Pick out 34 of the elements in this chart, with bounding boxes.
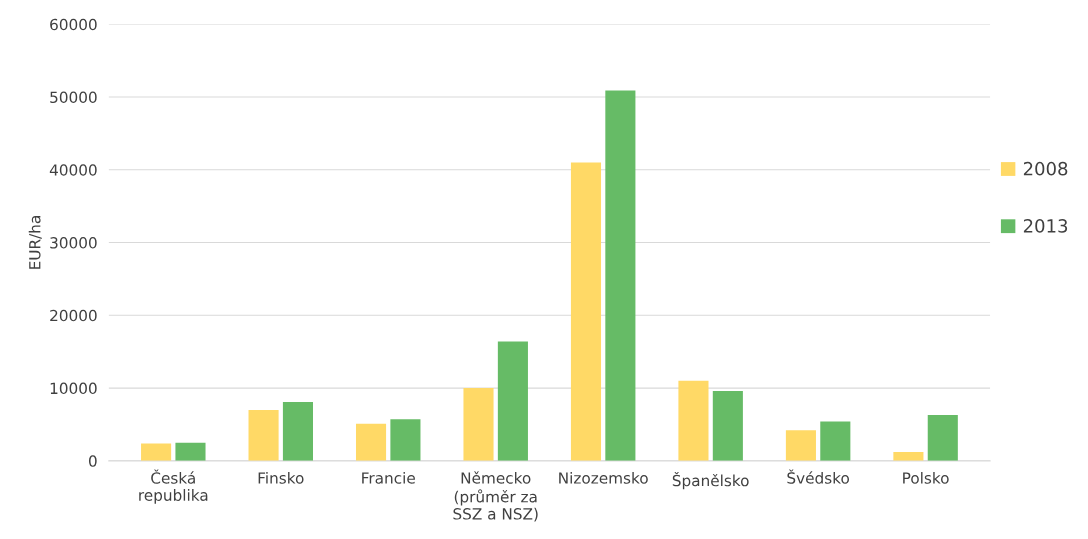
bar	[175, 442, 206, 461]
bar	[712, 390, 743, 461]
bar	[141, 443, 172, 461]
x-tick-label: Španělsko	[672, 471, 749, 490]
x-tick-label: Česká republika	[139, 469, 208, 504]
bar	[497, 341, 528, 461]
bar	[463, 388, 494, 461]
x-tick-label: Švédsko	[787, 469, 849, 484]
y-tick-label: 20000	[50, 309, 97, 322]
bar	[893, 452, 924, 461]
bar	[282, 401, 313, 461]
legend-label: 2013	[1023, 219, 1068, 233]
x-tick-label: Polsko	[903, 471, 949, 484]
x-tick-label: Finsko	[258, 471, 304, 484]
bar	[570, 162, 602, 461]
y-tick-label: 10000	[50, 382, 97, 395]
y-axis-title: EUR/ha	[28, 216, 42, 269]
bar	[355, 423, 387, 461]
y-tick-label: 0	[88, 455, 97, 467]
bar	[248, 409, 279, 461]
bar	[605, 90, 636, 461]
legend-label: 2008	[1023, 161, 1068, 176]
x-tick-label: Nizozemsko	[559, 471, 648, 484]
bar	[785, 430, 816, 461]
bar	[678, 380, 709, 461]
x-tick-label: Německo (průměr za SSZ a NSZ)	[453, 471, 538, 522]
bar	[927, 415, 958, 461]
y-tick-label: 30000	[50, 237, 97, 249]
y-tick-label: 50000	[50, 91, 97, 104]
bar	[820, 421, 851, 461]
y-tick-label: 40000	[49, 164, 97, 176]
bar	[390, 419, 421, 461]
y-tick-label: 60000	[50, 18, 97, 31]
x-tick-label: Francie	[362, 471, 415, 484]
